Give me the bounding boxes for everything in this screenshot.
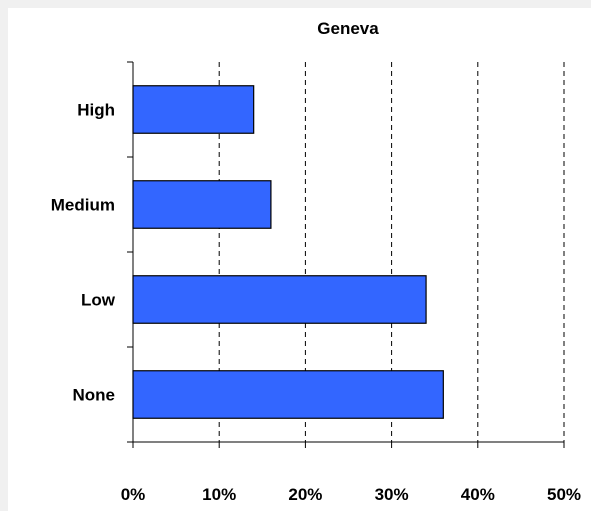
axis-labels: High Medium Low None 0% 10% 20% 30% 40% 50%: [51, 101, 581, 505]
x-tick-label-0: 0%: [121, 485, 146, 504]
chart-title: Geneva: [317, 19, 379, 38]
bar-medium: [132, 180, 272, 229]
x-tick-label-20: 20%: [288, 485, 322, 504]
category-label-low: Low: [81, 291, 116, 310]
bar-high: [132, 85, 255, 134]
x-tick-label-30: 30%: [375, 485, 409, 504]
x-tick-label-40: 40%: [461, 485, 495, 504]
x-tick-label-10: 10%: [202, 485, 236, 504]
bar-none: [132, 370, 444, 419]
bars: [132, 85, 444, 419]
bar-low: [132, 275, 427, 324]
category-label-medium: Medium: [51, 196, 115, 215]
x-tick-label-50: 50%: [547, 485, 581, 504]
category-label-high: High: [77, 101, 115, 120]
category-label-none: None: [73, 386, 116, 405]
chart-frame: [8, 8, 591, 511]
axes: [127, 61, 565, 448]
